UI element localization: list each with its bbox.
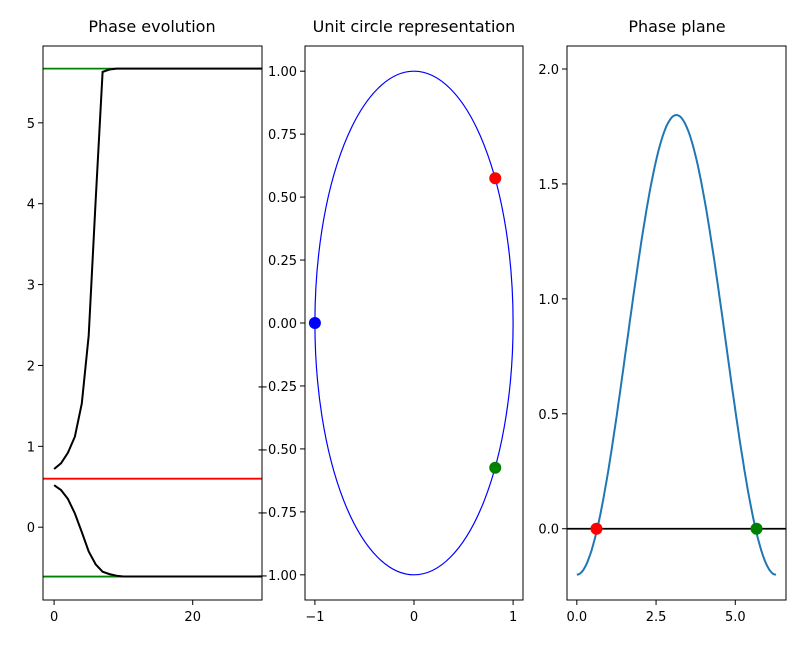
y-tick-label-6: −0.50	[257, 443, 297, 458]
y-tick-label-5: −0.25	[257, 380, 297, 395]
series-line-1	[53, 484, 262, 578]
x-tick-label-0: 0.0	[566, 610, 587, 625]
y-tick-label-2: 0.50	[268, 191, 297, 206]
y-tick-label-2: 1.0	[538, 293, 559, 308]
marker-point-2	[489, 461, 502, 474]
phase-evolution-title: Phase evolution	[88, 17, 215, 36]
y-tick-label-1: 0.75	[268, 128, 297, 143]
y-tick-label-3: 0.25	[268, 254, 297, 269]
marker-point-1	[308, 317, 321, 329]
series-line-0	[53, 67, 262, 470]
y-tick-label-2: 2	[27, 359, 35, 374]
unit-circle-title: Unit circle representation	[313, 17, 516, 36]
plot-area	[43, 67, 262, 578]
y-tick-label-3: 1.5	[538, 178, 559, 193]
axes-frame	[566, 45, 787, 601]
y-tick-label-0: 1.00	[268, 65, 297, 80]
y-tick-label-5: 5	[27, 117, 35, 132]
y-tick-label-4: 4	[27, 198, 35, 213]
phase-plane-panel: 0.0 2.5 5.0 0.0 0.5 1.0 1.5 2.0 Phase plane	[538, 17, 787, 625]
x-tick-label-1: 0	[410, 610, 418, 625]
y-tick-label-4: 0.00	[268, 317, 297, 332]
x-tick-label-1: 20	[184, 610, 201, 625]
unit-circle-panel: −1 0 1 1.00 0.75 0.50 0.25 0.00 −0.25 −0.50 −0.75 −…	[257, 17, 524, 625]
marker-point-0	[590, 522, 603, 535]
x-tick-label-0: 0	[50, 610, 58, 625]
phase-evolution-panel: 0 20 0 1 2 3 4 5 Phase evolution	[27, 17, 263, 625]
phase-plane-title: Phase plane	[628, 17, 725, 36]
y-tick-label-4: 2.0	[538, 63, 559, 78]
y-tick-label-8: −1.00	[257, 569, 297, 584]
plot-area	[567, 113, 786, 576]
y-tick-label-0: 0	[27, 521, 35, 536]
x-tick-label-1: 2.5	[646, 610, 667, 625]
y-tick-label-1: 1	[27, 440, 35, 455]
marker-point-1	[750, 522, 763, 535]
axes-frame	[304, 45, 524, 601]
x-tick-label-2: 1	[509, 610, 517, 625]
y-tick-label-7: −0.75	[257, 506, 297, 521]
y-tick-label-3: 3	[27, 279, 35, 294]
axes-frame	[42, 45, 263, 601]
phase-curve	[576, 113, 777, 576]
y-tick-label-1: 0.5	[538, 408, 559, 423]
x-tick-label-2: 5.0	[725, 610, 746, 625]
plot-area	[314, 70, 514, 576]
marker-point-0	[489, 172, 502, 185]
unit-circle	[314, 70, 514, 576]
x-tick-label-0: −1	[305, 610, 324, 625]
y-tick-label-0: 0.0	[538, 523, 559, 538]
